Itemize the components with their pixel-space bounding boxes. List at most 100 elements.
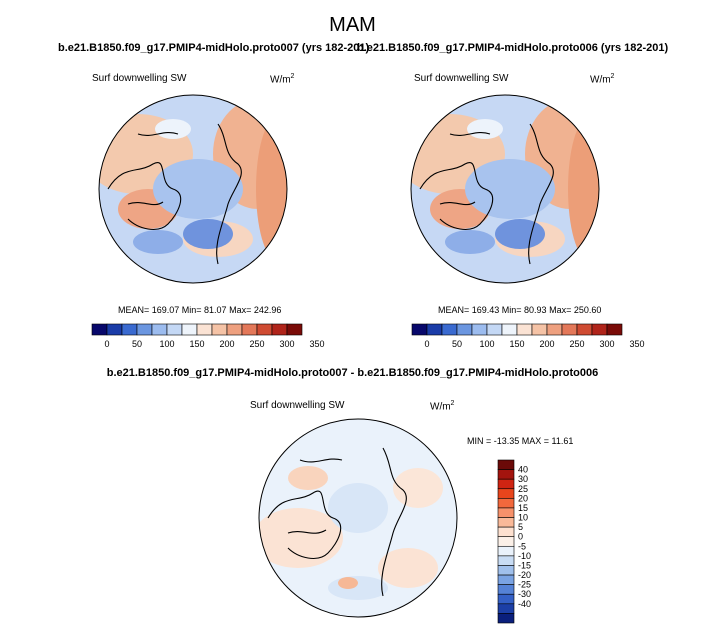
colorbar-swatch — [497, 517, 515, 528]
colorbar-tick-label: 300 — [599, 339, 614, 349]
colorbar-tick-label: 20 — [518, 493, 528, 503]
diff-stats: MIN = -13.35 MAX = 11.61 — [467, 436, 574, 446]
colorbar-swatch — [606, 323, 623, 336]
map-panel1 — [98, 94, 288, 284]
colorbar-swatch — [497, 478, 515, 490]
colorbar-swatch — [497, 459, 515, 470]
panel1-variable-label: Surf downwelling SW — [92, 73, 187, 84]
colorbar-panel2: 0 50 100 150 200 250 300 350 — [411, 323, 645, 349]
field-shading — [411, 95, 599, 283]
colorbar-swatch — [106, 323, 123, 336]
field-shading — [99, 95, 287, 283]
colorbar-swatch — [471, 323, 488, 336]
colorbar-swatch — [497, 498, 515, 509]
colorbar-swatch — [441, 323, 458, 336]
colorbar-swatch — [256, 323, 273, 336]
colorbar-swatch — [561, 323, 578, 336]
map-border — [258, 418, 458, 618]
colorbar-swatch — [501, 323, 518, 336]
figure-title: MAM — [329, 14, 376, 36]
colorbar-tick-label: -40 — [518, 599, 531, 609]
colorbar-tick-label: 15 — [518, 503, 528, 513]
field-shading — [259, 419, 457, 617]
colorbar-tick-label: 10 — [518, 513, 528, 523]
colorbar-swatch — [286, 323, 303, 336]
colorbar-swatch — [196, 323, 213, 336]
colorbar-tick-label: 0 — [424, 339, 429, 349]
panel2-variable-label: Surf downwelling SW — [414, 73, 509, 84]
panel1-stats: MEAN= 169.07 Min= 81.07 Max= 242.96 — [118, 305, 282, 315]
colorbar-tick-label: 30 — [518, 474, 528, 484]
map-border — [410, 94, 600, 284]
colorbar-swatch — [591, 323, 608, 336]
colorbar-tick-label: 150 — [189, 339, 204, 349]
colorbar-tick-label: 50 — [452, 339, 462, 349]
coastlines — [107, 123, 242, 265]
diff-case-title: b.e21.B1850.f09_g17.PMIP4-midHolo.proto0… — [106, 367, 599, 379]
colorbar-swatch — [497, 613, 515, 624]
colorbar-swatch — [497, 593, 515, 605]
colorbar-swatch — [456, 323, 473, 336]
colorbar-swatch — [497, 469, 515, 480]
colorbar-tick-label: -30 — [518, 589, 531, 599]
colorbar-tick-label: -10 — [518, 551, 531, 561]
colorbar-tick-label: 250 — [249, 339, 264, 349]
colorbar-tick-label: 5 — [518, 522, 523, 532]
colorbar-tick-label: -25 — [518, 580, 531, 590]
colorbar-tick-label: -5 — [518, 541, 526, 551]
panel2-units-label: W/m2 — [590, 73, 615, 86]
colorbar-swatch — [497, 555, 515, 566]
colorbar-swatch — [136, 323, 153, 336]
colorbar-swatch — [226, 323, 243, 336]
map-panel2 — [410, 94, 600, 284]
colorbar-tick-label: 350 — [309, 339, 324, 349]
colorbar-swatch — [497, 526, 515, 538]
map-difference — [258, 418, 458, 618]
colorbar-swatch — [181, 323, 198, 336]
colorbar-tick-label: 100 — [479, 339, 494, 349]
colorbar-swatch — [241, 323, 258, 336]
panel2-stats: MEAN= 169.43 Min= 80.93 Max= 250.60 — [438, 305, 602, 315]
panel2-case-title: b.e21.B1850.f09_g17.PMIP4-midHolo.proto0… — [357, 42, 669, 54]
colorbar-swatch — [486, 323, 503, 336]
colorbar-tick-label: 50 — [132, 339, 142, 349]
colorbar-tick-label: 200 — [539, 339, 554, 349]
colorbar-tick-label: 300 — [279, 339, 294, 349]
colorbar-panel1: 0 50 100 150 200 250 300 350 — [91, 323, 325, 349]
colorbar-tick-label: -20 — [518, 570, 531, 580]
colorbar-swatch — [426, 323, 443, 336]
colorbar-swatch — [497, 565, 515, 576]
colorbar-tick-label: 150 — [509, 339, 524, 349]
colorbar-swatch — [576, 323, 593, 336]
colorbar-swatch — [151, 323, 168, 336]
colorbar-tick-label: 40 — [518, 465, 528, 475]
colorbar-swatch — [497, 488, 515, 499]
coastlines — [267, 447, 407, 597]
map-border — [98, 94, 288, 284]
colorbar-swatch — [516, 323, 533, 336]
colorbar-swatch — [497, 507, 515, 518]
colorbar-tick-label: 100 — [159, 339, 174, 349]
coastlines — [419, 123, 554, 265]
colorbar-swatch — [211, 323, 228, 336]
colorbar-swatch — [497, 545, 515, 557]
colorbar-tick-label: 200 — [219, 339, 234, 349]
colorbar-swatch — [91, 323, 108, 336]
colorbar-tick-label: 250 — [569, 339, 584, 349]
colorbar-swatch — [166, 323, 183, 336]
colorbar-tick-label: -15 — [518, 560, 531, 570]
colorbar-tick-label: 0 — [518, 532, 523, 542]
colorbar-swatch — [121, 323, 138, 336]
diff-variable-label: Surf downwelling SW — [250, 400, 345, 411]
colorbar-swatch — [531, 323, 548, 336]
colorbar-swatch — [497, 574, 515, 585]
colorbar-swatch — [411, 323, 428, 336]
colorbar-swatch — [546, 323, 563, 336]
colorbar-tick-label: 25 — [518, 484, 528, 494]
panel1-case-title: b.e21.B1850.f09_g17.PMIP4-midHolo.proto0… — [58, 42, 370, 54]
colorbar-swatch — [271, 323, 288, 336]
panel1-units-label: W/m2 — [270, 73, 295, 86]
colorbar-swatch — [497, 536, 515, 547]
colorbar-tick-label: 350 — [629, 339, 644, 349]
